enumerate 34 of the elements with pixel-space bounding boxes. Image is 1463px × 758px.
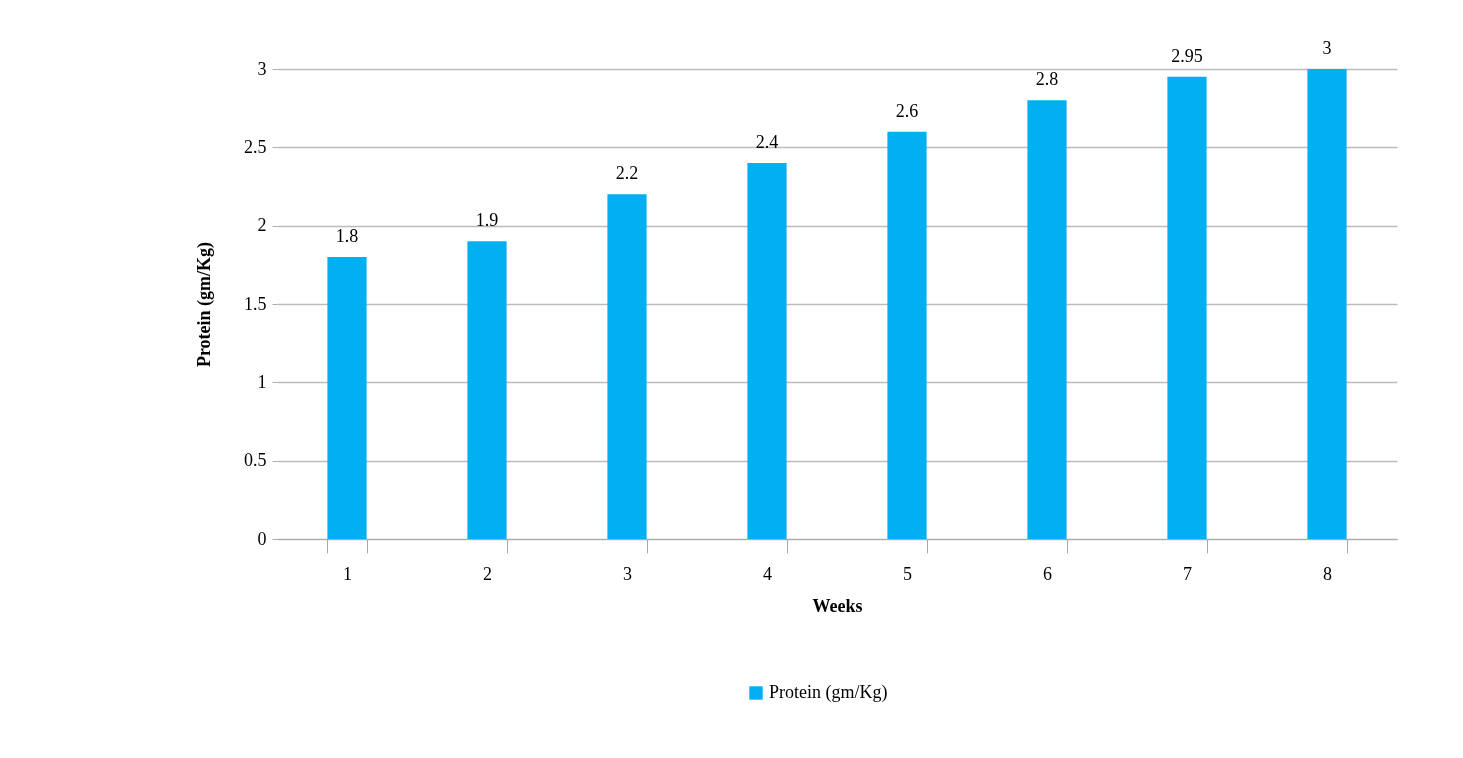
data-label: 2.95 [1171, 45, 1203, 66]
bar [1167, 76, 1207, 539]
data-label: 2.8 [1035, 69, 1059, 90]
bar [887, 131, 927, 539]
x-tick-label: 7 [1183, 563, 1192, 584]
data-label: 2.6 [895, 100, 919, 121]
data-label: 1.8 [335, 226, 359, 246]
legend-label: Protein (gm/Kg) [769, 682, 888, 703]
y-tick-label: 0 [257, 528, 267, 549]
x-tick-label: 8 [1323, 563, 1332, 584]
y-tick-label: 1.5 [244, 293, 267, 314]
bar [467, 241, 507, 539]
y-tick-label: 2 [257, 215, 267, 236]
x-tick-label: 1 [343, 563, 352, 584]
bar [747, 163, 787, 539]
data-label: 2.2 [615, 163, 639, 184]
x-axis-title: Weeks [812, 595, 863, 616]
bar [1027, 100, 1067, 539]
x-tick-label: 2 [483, 563, 492, 584]
y-tick-label: 0.5 [244, 450, 267, 471]
x-tick-label: 5 [903, 563, 912, 584]
x-tick-label: 6 [1043, 563, 1052, 584]
data-label: 1.9 [475, 210, 499, 231]
bar [1307, 69, 1347, 539]
y-tick-label: 1 [257, 371, 267, 392]
x-tick-label: 4 [763, 563, 772, 584]
y-axis-title: Protein (gm/Kg) [194, 241, 215, 368]
x-tick-label: 3 [623, 563, 632, 584]
y-tick-label: 2.5 [244, 136, 267, 157]
bar [607, 194, 647, 539]
data-label: 3 [1322, 38, 1332, 58]
data-label: 2.4 [755, 132, 779, 152]
y-tick-label: 3 [257, 58, 267, 79]
bar [327, 257, 367, 539]
